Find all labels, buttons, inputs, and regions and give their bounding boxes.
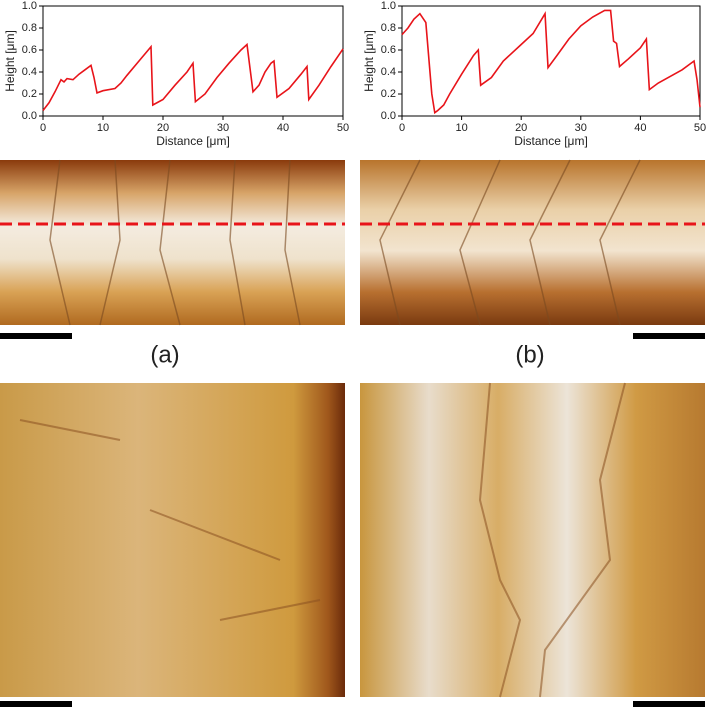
x-tick-label: 40 bbox=[634, 122, 646, 134]
scale-bar bbox=[0, 333, 72, 339]
x-tick-label: 40 bbox=[277, 122, 289, 134]
x-tick-label: 50 bbox=[337, 122, 349, 134]
x-tick-label: 10 bbox=[97, 122, 109, 134]
plot-frame bbox=[401, 5, 701, 117]
y-tick-label: 0.8 bbox=[22, 22, 37, 34]
y-tick-label: 0.0 bbox=[381, 110, 396, 122]
y-tick-label: 0.2 bbox=[381, 88, 396, 100]
profile-line bbox=[401, 9, 701, 115]
y-tick-label: 0.8 bbox=[381, 22, 396, 34]
y-axis-label: Height [μm] bbox=[362, 30, 376, 92]
texture bbox=[19, 382, 626, 698]
y-tick-label: 1.0 bbox=[381, 0, 396, 12]
scale-bar bbox=[633, 333, 705, 339]
y-tick-label: 0.6 bbox=[22, 44, 37, 56]
x-tick-label: 50 bbox=[694, 122, 706, 134]
y-tick-label: 0.2 bbox=[22, 88, 37, 100]
x-axis-label: Distance [μm] bbox=[514, 134, 588, 148]
texture bbox=[49, 159, 641, 326]
panel-label: (b) bbox=[515, 341, 544, 368]
x-tick-label: 0 bbox=[399, 122, 405, 134]
x-tick-label: 20 bbox=[157, 122, 169, 134]
afm-image bbox=[0, 160, 345, 325]
x-axis-label: Distance [μm] bbox=[156, 134, 230, 148]
x-tick-label: 10 bbox=[455, 122, 467, 134]
plot-frame bbox=[42, 5, 344, 117]
afm-image bbox=[0, 383, 345, 697]
scale-bar bbox=[633, 701, 705, 707]
y-tick-label: 0.4 bbox=[22, 66, 37, 78]
y-tick-label: 0.4 bbox=[381, 66, 396, 78]
x-tick-label: 30 bbox=[217, 122, 229, 134]
y-tick-label: 1.0 bbox=[22, 0, 37, 12]
panel-label: (a) bbox=[150, 341, 179, 368]
x-tick-label: 20 bbox=[515, 122, 527, 134]
x-tick-label: 30 bbox=[575, 122, 587, 134]
y-axis-label: Height [μm] bbox=[3, 30, 17, 92]
y-tick-label: 0.0 bbox=[22, 110, 37, 122]
profile-line bbox=[42, 42, 344, 111]
x-tick-label: 0 bbox=[40, 122, 46, 134]
y-tick-label: 0.6 bbox=[381, 44, 396, 56]
scale-bar bbox=[0, 701, 72, 707]
afm-image bbox=[360, 383, 705, 697]
afm-image bbox=[360, 160, 705, 325]
